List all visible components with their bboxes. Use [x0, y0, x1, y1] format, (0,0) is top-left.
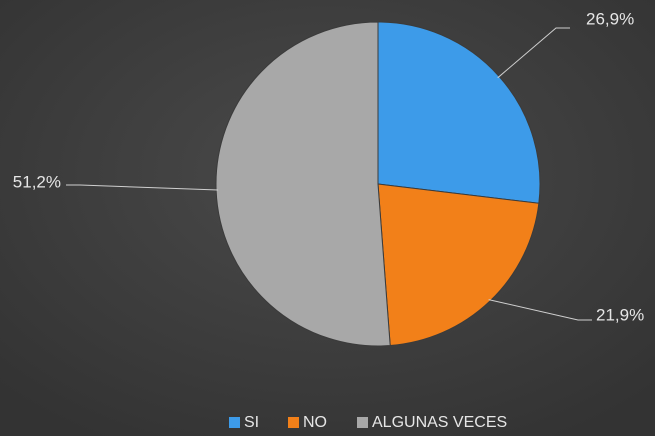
data-label: 51,2% [13, 172, 61, 191]
leader-line [488, 299, 592, 321]
legend-label: SI [244, 414, 259, 431]
data-label: 26,9% [586, 9, 634, 28]
data-label: 21,9% [596, 305, 644, 324]
legend-label: ALGUNAS VECES [372, 414, 507, 431]
legend-swatch [357, 417, 368, 428]
leader-line [66, 184, 219, 191]
legend-swatch [288, 417, 299, 428]
leader-line [497, 27, 570, 79]
pie-slice [377, 183, 540, 347]
legend-label: NO [303, 414, 327, 431]
legend-swatch [229, 417, 240, 428]
